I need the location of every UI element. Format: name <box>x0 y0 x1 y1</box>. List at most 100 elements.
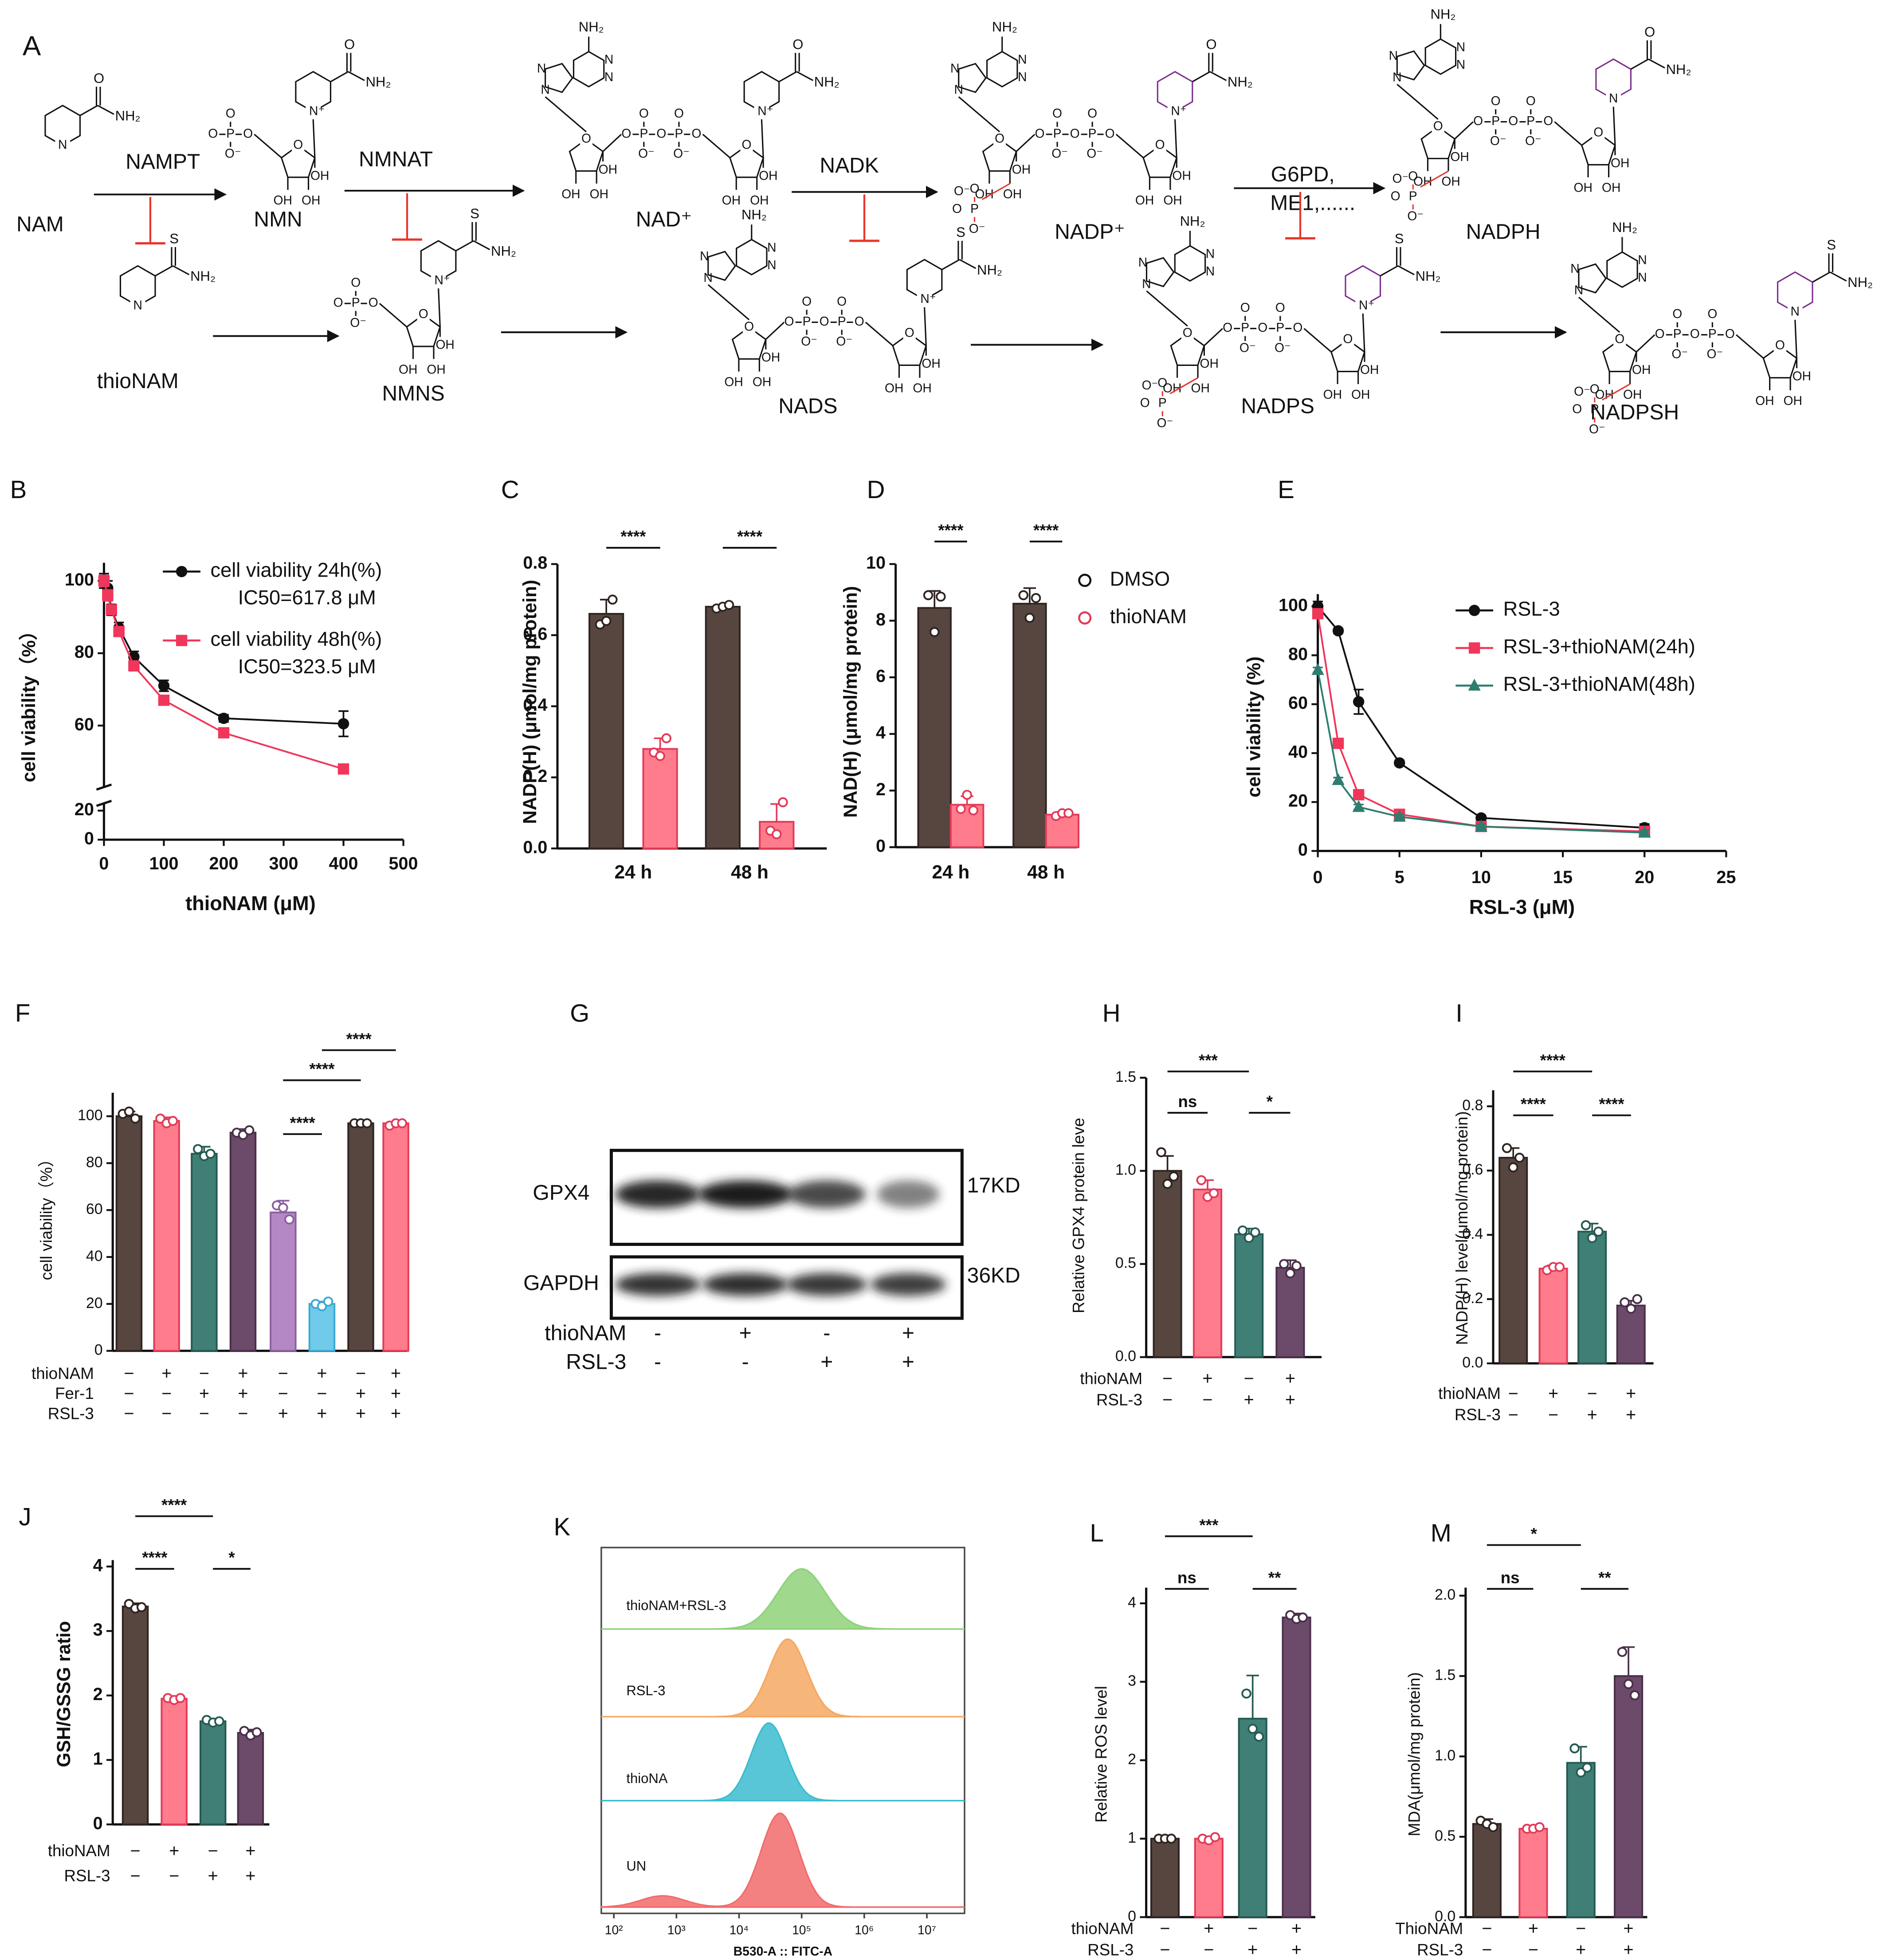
condition-name: RSL-3 <box>1417 1940 1463 1959</box>
legend-marker <box>1468 642 1480 654</box>
legend-note: IC50=323.5 μM <box>238 655 376 678</box>
bond <box>155 265 173 277</box>
atom-label: N <box>1574 283 1583 297</box>
ring <box>1762 345 1798 379</box>
x-tick-label: 48 h <box>1027 862 1065 883</box>
atom-label: O⁻ <box>969 221 985 236</box>
bar <box>270 1211 297 1352</box>
legend-label: thioNAM <box>1110 605 1187 628</box>
data-point <box>1332 625 1344 636</box>
replicate-point <box>1244 1233 1254 1243</box>
legend-note: IC50=617.8 μM <box>238 586 376 609</box>
panel-label: B <box>10 475 27 503</box>
bond <box>1115 134 1144 158</box>
atom-label: N <box>541 82 549 97</box>
bond <box>1612 106 1616 145</box>
y-axis-label: NADP(H) (μmol/mg protein) <box>519 580 540 824</box>
blot-band <box>877 1180 940 1208</box>
atom-label: OH <box>427 362 445 376</box>
replicate-point <box>1593 1226 1604 1237</box>
atom-label: O <box>1157 375 1167 389</box>
blot-band <box>786 1273 867 1296</box>
atom-label: OH <box>435 338 454 352</box>
atom-label: O⁻ <box>1275 340 1291 354</box>
bond <box>1420 170 1449 188</box>
bond <box>1303 328 1332 353</box>
significance-label: **** <box>346 1030 372 1048</box>
atom-label: O <box>1590 382 1600 396</box>
replicate-point <box>244 1125 255 1135</box>
condition-sign: − <box>199 1404 209 1423</box>
axis-break <box>96 783 112 791</box>
bar <box>759 821 795 849</box>
y-tick-label: 0 <box>1128 1908 1136 1925</box>
bond <box>1648 59 1665 69</box>
atom-bg <box>580 132 593 146</box>
replicate-point <box>323 1296 333 1307</box>
condition-sign: + <box>1291 1919 1302 1938</box>
significance-label: **** <box>309 1060 335 1078</box>
atom-label: P <box>226 126 235 140</box>
atom-label: OH <box>399 362 417 376</box>
replicate-point <box>1166 1834 1177 1844</box>
data-point <box>1311 663 1324 675</box>
ring <box>1420 126 1456 159</box>
data-point <box>1332 738 1344 749</box>
condition-sign: − <box>1482 1940 1492 1960</box>
atom-label: OH <box>1172 168 1191 182</box>
atom-label: O <box>344 37 355 52</box>
atom-label: O⁻ <box>638 146 655 160</box>
replicate-point <box>1196 1175 1207 1186</box>
y-tick-label: 8 <box>876 610 886 629</box>
series-label: UN <box>626 1858 646 1874</box>
bond <box>1812 271 1831 283</box>
y-axis-label: Relative GPX4 protein leve <box>1070 1118 1088 1313</box>
bond <box>1380 265 1399 277</box>
condition-name: thioNAM <box>48 1842 110 1860</box>
legend-label: RSL-3+thioNAM(48h) <box>1503 673 1695 695</box>
condition-sign: − <box>169 1866 179 1885</box>
atom-label: N <box>604 52 613 67</box>
atom-label: OH <box>1632 362 1651 377</box>
ring <box>569 138 604 172</box>
blot-band <box>615 1180 700 1208</box>
enzyme-name: NAMPT <box>126 150 200 174</box>
y-tick-label: 1.0 <box>1435 1747 1455 1764</box>
atom-label: O⁻ <box>1407 209 1424 223</box>
bar <box>1194 1838 1224 1918</box>
bond <box>1554 121 1582 146</box>
condition-sign: - <box>823 1322 830 1345</box>
replicate-point <box>1169 1171 1179 1182</box>
bar <box>308 1303 336 1352</box>
bar <box>1498 1157 1528 1364</box>
condition-sign: − <box>278 1384 288 1403</box>
condition-sign: + <box>902 1351 914 1374</box>
y-tick-label: 100 <box>78 1107 103 1124</box>
atom-label: OH <box>750 193 769 207</box>
atom-label: OH <box>724 375 743 389</box>
replicate-point <box>397 1118 408 1128</box>
atom-label: OH <box>1191 381 1209 395</box>
replicate-point <box>771 829 782 840</box>
atom-label: O⁻ <box>1525 134 1542 148</box>
y-tick-label: 40 <box>86 1248 103 1265</box>
atom-label: N <box>1206 264 1215 278</box>
compound-name: thioNAM <box>97 369 179 393</box>
condition-name: thioNAM <box>1071 1919 1134 1937</box>
atom-label: NH₂ <box>1228 74 1253 90</box>
y-tick-label: 0.6 <box>1462 1161 1483 1178</box>
atom-label: N <box>1142 276 1151 291</box>
atom-label: O⁻ <box>1087 146 1103 160</box>
condition-name: RSL-3 <box>1455 1406 1501 1424</box>
replicate-point <box>1632 1294 1643 1304</box>
condition-sign: + <box>1247 1940 1258 1960</box>
condition-name: Fer-1 <box>55 1384 94 1402</box>
significance-label: ns <box>1501 1568 1520 1587</box>
bond <box>438 288 441 327</box>
atom-bg <box>431 273 446 287</box>
y-axis-label: Relative ROS level <box>1092 1686 1110 1823</box>
atom-label: O⁻ <box>1589 422 1605 436</box>
atom-label: O⁻ <box>1490 134 1506 148</box>
atom-label: O <box>1035 126 1044 140</box>
significance-label: ns <box>1178 1092 1197 1111</box>
